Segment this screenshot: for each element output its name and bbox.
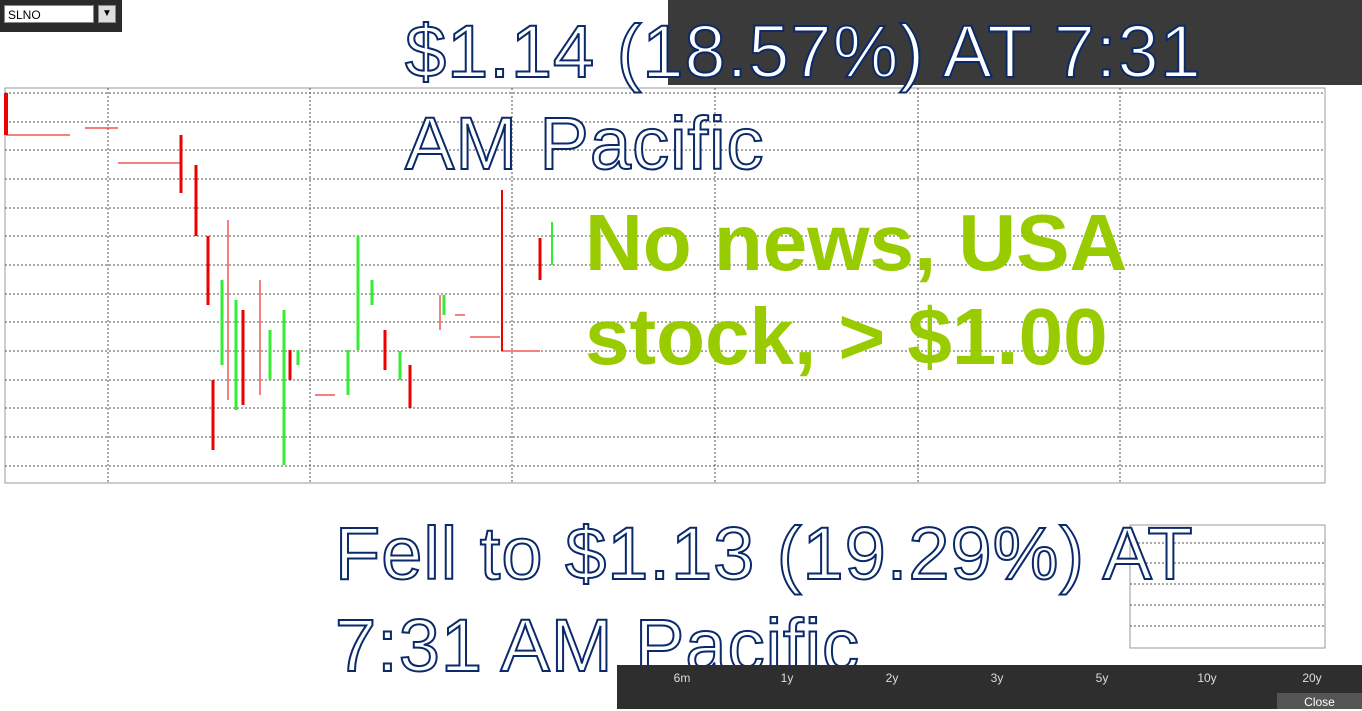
header-background (668, 0, 1362, 85)
headline: $1.14 (18.57%) AT 7:31 AM Pacific (404, 9, 1202, 186)
dropdown-arrow[interactable]: ▼ (98, 5, 116, 23)
period-button[interactable]: 6m (673, 671, 691, 685)
period-bar: 6m 1y 2y 3y 5y 10y 20y (617, 665, 1362, 709)
period-button[interactable]: 20y (1302, 671, 1322, 685)
note: No news, USA stock, > $1.00 (585, 198, 1125, 381)
candles-up (220, 222, 553, 465)
close-button[interactable]: Close (1277, 693, 1362, 709)
period-button[interactable]: 10y (1197, 671, 1217, 685)
ticker-selector[interactable]: SLNO ▼ (0, 0, 122, 32)
volume-frame (1129, 524, 1326, 649)
grid (5, 88, 1325, 483)
period-button[interactable]: 2y (885, 671, 899, 685)
period-button[interactable]: 5y (1095, 671, 1109, 685)
period-button[interactable]: 1y (780, 671, 794, 685)
candles-down (4, 93, 542, 450)
ticker-input[interactable]: SLNO (4, 5, 94, 23)
chart-frame (4, 87, 1326, 484)
period-button[interactable]: 3y (990, 671, 1004, 685)
volume-grid (1130, 542, 1325, 627)
